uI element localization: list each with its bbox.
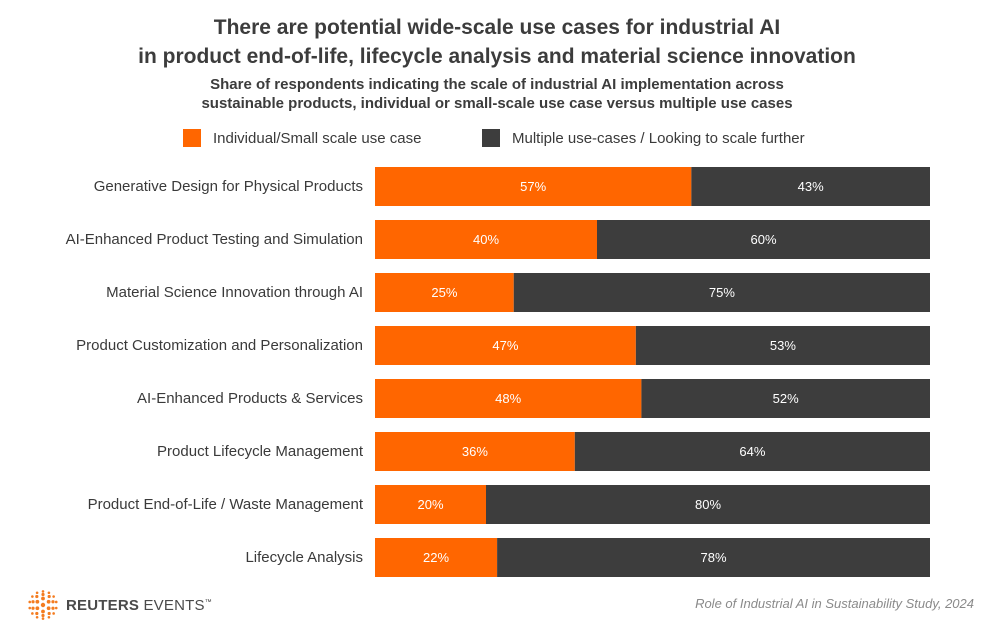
chart-subtitle-line-2: sustainable products, individual or smal… — [201, 95, 793, 112]
logo-dot — [47, 591, 51, 595]
category-label: AI-Enhanced Product Testing and Simulati… — [66, 231, 363, 248]
legend-item-individual: Individual/Small scale use case — [183, 127, 421, 149]
logo-dot — [47, 611, 51, 616]
logo-dot — [41, 590, 45, 593]
legend-swatch-individual — [183, 129, 201, 147]
logo-dot — [31, 595, 34, 598]
chart-subtitle-line-1: Share of respondents indicating the scal… — [210, 76, 784, 93]
bar-segment-multiple — [691, 167, 930, 206]
data-label: 25% — [431, 285, 457, 300]
logo-dot — [41, 592, 45, 597]
legend-item-multiple: Multiple use-cases / Looking to scale fu… — [482, 127, 805, 149]
logo-brand: REUTERS — [66, 596, 140, 614]
logo-dot — [41, 613, 45, 618]
bar-segment-individual — [375, 538, 498, 577]
logo-dot — [35, 615, 39, 619]
data-label: 60% — [750, 232, 776, 247]
logo-dot — [35, 599, 40, 604]
logo-dot — [41, 617, 45, 620]
bar-segment-individual — [375, 220, 597, 259]
logo-dot — [41, 609, 45, 614]
logo-dot — [47, 594, 51, 599]
logo-dot — [40, 602, 46, 608]
bar-segment-multiple — [597, 220, 930, 259]
reuters-events-logo: REUTERS EVENTS™ — [28, 590, 212, 620]
data-label: 53% — [770, 338, 796, 353]
bar-segment-individual — [375, 167, 692, 206]
data-label: 22% — [423, 550, 449, 565]
logo-dot — [52, 612, 55, 615]
data-label: 48% — [495, 391, 521, 406]
bar-segment-individual — [375, 432, 575, 471]
logo-dot — [51, 606, 55, 610]
category-label: AI-Enhanced Products & Services — [137, 390, 363, 407]
logo-dot — [31, 600, 35, 604]
data-label: 43% — [798, 179, 824, 194]
chart-legend: Individual/Small scale use case Multiple… — [0, 127, 994, 149]
logo-product: EVENTS — [143, 596, 205, 614]
logo-dot — [31, 612, 34, 615]
logo-dot — [35, 594, 39, 599]
logo-trademark: ™ — [204, 598, 212, 606]
bar-segment-multiple — [641, 379, 930, 418]
chart-title-line-1: There are potential wide-scale use cases… — [213, 16, 781, 39]
logo-dot — [46, 606, 51, 611]
legend-swatch-multiple — [482, 129, 500, 147]
logo-dot — [41, 596, 45, 601]
logo-dot — [35, 606, 40, 611]
data-label: 75% — [709, 285, 735, 300]
bar-segment-multiple — [635, 326, 930, 365]
logo-dot — [47, 615, 51, 619]
logo-dot — [28, 600, 32, 604]
category-label: Material Science Innovation through AI — [106, 284, 363, 301]
bar-segment-individual — [375, 379, 642, 418]
data-label: 40% — [473, 232, 499, 247]
category-label: Product Customization and Personalizatio… — [76, 337, 363, 354]
data-label: 36% — [462, 444, 488, 459]
category-label: Lifecycle Analysis — [245, 549, 363, 566]
logo-dot — [28, 606, 32, 610]
bar-segment-individual — [375, 485, 486, 524]
bar-segment-individual — [375, 326, 636, 365]
data-label: 78% — [701, 550, 727, 565]
bar-segment-multiple — [513, 273, 930, 312]
logo-dot — [51, 600, 55, 604]
bar-segment-multiple — [486, 485, 930, 524]
logo-dot — [52, 595, 55, 598]
logo-dot — [35, 611, 39, 616]
logo-dot — [31, 606, 35, 610]
logo-dot — [54, 606, 58, 610]
bar-segment-multiple — [497, 538, 930, 577]
legend-label-multiple: Multiple use-cases / Looking to scale fu… — [512, 129, 805, 147]
logo-dot — [54, 600, 58, 604]
bar-segment-individual — [375, 273, 514, 312]
chart-title-line-2: in product end-of-life, lifecycle analys… — [138, 45, 856, 68]
data-label: 20% — [417, 497, 443, 512]
legend-label-individual: Individual/Small scale use case — [213, 129, 422, 147]
bar-segment-multiple — [574, 432, 930, 471]
category-label: Product Lifecycle Management — [157, 443, 364, 460]
source-note: Role of Industrial AI in Sustainability … — [695, 596, 974, 611]
data-label: 80% — [695, 497, 721, 512]
data-label: 47% — [492, 338, 518, 353]
logo-dot — [46, 599, 51, 604]
reuters-dot-mark-icon — [28, 590, 58, 620]
logo-wordmark: REUTERS EVENTS™ — [66, 597, 212, 614]
data-label: 64% — [739, 444, 765, 459]
category-label: Generative Design for Physical Products — [94, 178, 363, 195]
category-label: Product End-of-Life / Waste Management — [88, 496, 364, 513]
data-label: 52% — [773, 391, 799, 406]
logo-dot — [35, 591, 39, 595]
data-label: 57% — [520, 179, 546, 194]
